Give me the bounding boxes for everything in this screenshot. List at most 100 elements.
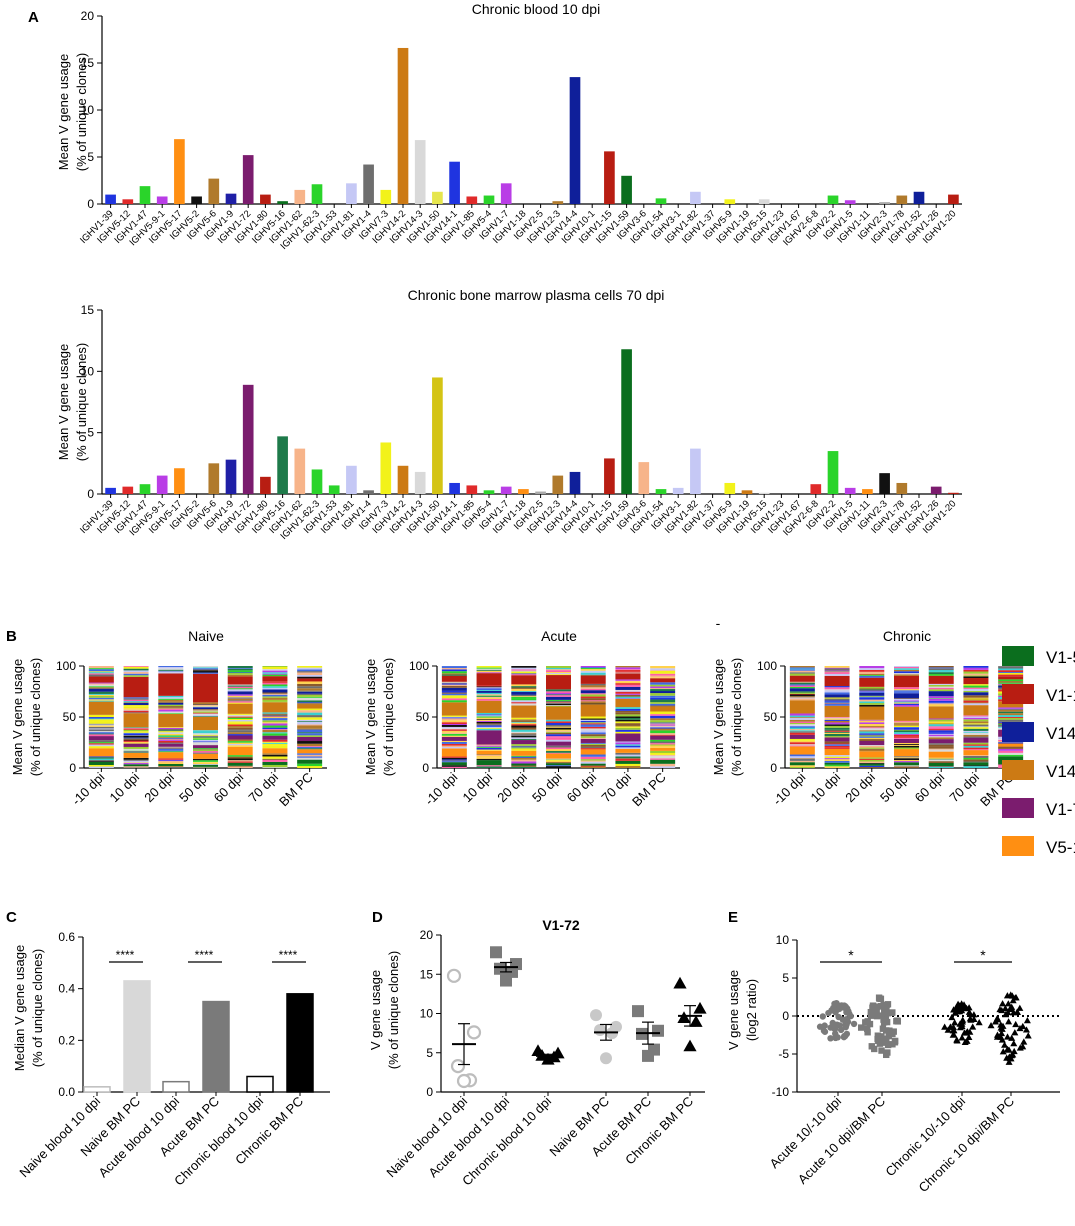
stack-segment [998,668,1024,671]
stack-segment [123,713,149,728]
stack-segment [546,695,571,697]
stack-segment [650,697,676,700]
stack-segment [511,684,537,687]
stack-segment [88,673,114,675]
stack-segment [476,746,502,748]
stack-segment [894,757,919,759]
stack-segment [193,739,218,742]
stack-segment [998,719,1024,722]
stack-segment [158,760,184,763]
stack-segment [158,668,184,670]
stack-segment [441,729,467,731]
stack-segment [88,669,114,672]
stack-segment [546,666,571,668]
bar [672,487,684,494]
stack-segment [158,760,184,761]
stack-segment [476,690,502,693]
stack-segment [650,682,676,685]
stack-segment [511,674,537,676]
data-point [883,1051,890,1059]
bar [449,161,460,204]
stack-segment [511,747,537,749]
stack-segment [193,671,218,673]
data-point [1004,1008,1012,1016]
stack-segment [262,756,288,759]
stack-segment [88,723,114,725]
data-point [891,1039,899,1046]
stack-segment [963,736,989,738]
panel-letter-b: B [6,628,17,645]
stack-segment [546,730,571,732]
stack-segment [262,748,288,754]
stack-segment [615,694,641,697]
stack-segment [789,724,815,726]
stack-segment [262,687,288,690]
stack-segment [441,743,467,746]
y-tick-label: 10 [81,103,95,117]
stack-segment [859,706,885,720]
stack-segment [441,745,467,747]
stack-segment [262,753,288,755]
data-point [997,1033,1005,1040]
stack-segment [894,701,919,703]
stack-segment [824,743,850,745]
stack-segment [546,705,571,707]
stack-segment [859,749,885,752]
stack-segment [894,722,919,724]
stack-segment [476,766,502,768]
stack-segment [262,761,288,765]
bar [827,195,839,204]
stack-segment [615,669,641,671]
data-point [652,1024,664,1037]
stack-segment [88,729,114,732]
bar [621,349,632,494]
data-point [850,1020,858,1028]
data-point [941,1023,949,1030]
stack-segment [262,718,288,721]
stack-segment [441,700,467,703]
bar [286,993,314,1093]
stack-segment [789,684,815,686]
stack-segment [297,719,323,722]
stack-segment [158,666,184,667]
y-tick-label: -5 [778,1047,789,1061]
bar [123,980,151,1093]
stack-segment [580,685,606,686]
stack-segment [441,741,467,744]
data-point [1012,1020,1020,1028]
stack-segment [615,710,641,713]
stack-segment [227,686,253,689]
data-point [490,946,502,959]
data-point [956,1008,964,1015]
stack-segment [441,720,467,723]
stack-segment [88,724,114,726]
stack-segment [158,732,184,734]
stack-segment [859,751,885,758]
stack-segment [262,699,288,702]
stack-segment [789,698,815,701]
stack-segment [824,686,850,688]
stack-segment [859,757,885,759]
stack-segment [297,703,323,705]
y-tick-label: 50 [416,710,430,724]
stack-segment [894,765,919,767]
stack-segment [123,757,149,760]
stack-segment [824,687,850,690]
y-axis-label: Mean V gene usage [56,344,71,460]
stack-segment [193,669,218,671]
panel-letter-e: E [728,909,738,926]
y-tick-label: 5 [87,426,94,440]
stack-segment [650,759,676,764]
bar [449,482,460,494]
stack-segment [511,687,537,689]
stack-segment [511,702,537,704]
stack-segment [158,697,184,699]
stack-segment [193,709,218,711]
stack-segment [789,669,815,671]
stack-segment [615,684,641,687]
stack-segment [928,737,954,740]
stack-segment [963,728,989,731]
data-point [866,1020,874,1028]
stack-segment [546,703,571,706]
stack-segment [227,684,253,686]
